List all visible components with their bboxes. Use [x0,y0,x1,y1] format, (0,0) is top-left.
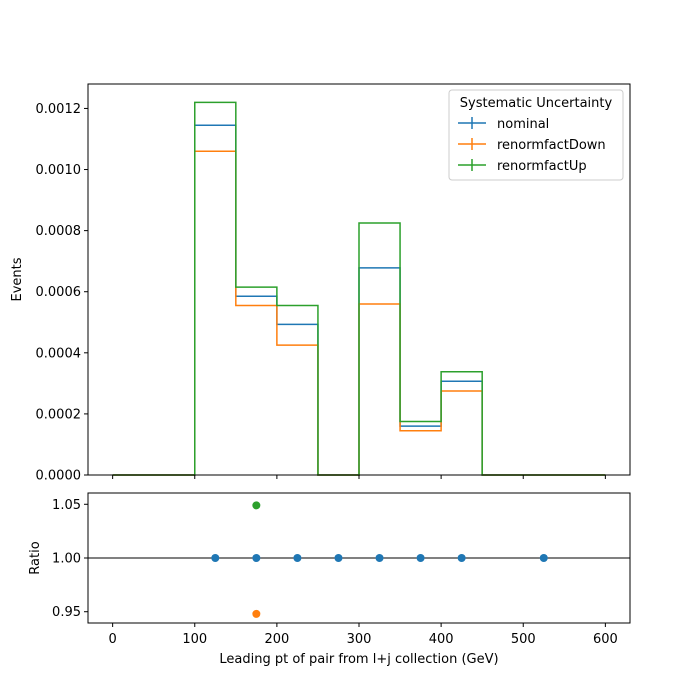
ratio-point [252,609,261,618]
legend: Systematic Uncertainty nominal renormfac… [448,89,624,181]
ratio-y-tick-label: 1.00 [52,552,81,567]
x-tick-label: 600 [593,632,618,647]
y-tick-label: 0.0000 [36,469,82,484]
legend-label-renormfactdown: renormfactDown [497,138,606,153]
ratio-y-tick-label: 0.95 [52,605,81,620]
legend-title: Systematic Uncertainty [460,96,613,111]
ratio-panel: 0.95 1.00 1.05 0 100 200 300 400 500 600 Ratio L… [28,492,631,667]
legend-entry-nominal: nominal [458,117,549,132]
x-tick-label: 300 [347,632,372,647]
ratio-x-ticks: 0 100 200 300 400 500 600 [108,623,618,647]
x-tick-label: 400 [429,632,454,647]
y-tick-label: 0.0002 [36,407,82,422]
ratio-y-axis-label: Ratio [28,541,43,574]
x-tick-label: 0 [108,632,116,647]
ratio-point [293,554,302,562]
x-axis-label: Leading pt of pair from l+j collection (… [219,652,498,667]
main-y-axis-label: Events [10,257,25,301]
ratio-point [334,554,343,562]
legend-entry-renormfactdown: renormfactDown [458,138,606,153]
x-tick-label: 500 [511,632,536,647]
ratio-point [211,554,220,562]
legend-label-renormfactup: renormfactUp [497,159,587,174]
y-tick-label: 0.0010 [36,163,82,178]
y-tick-label: 0.0012 [36,102,82,117]
y-tick-label: 0.0008 [36,224,82,239]
ratio-point [416,554,425,562]
x-tick-label: 100 [182,632,207,647]
ratio-points-group [211,501,548,618]
ratio-point [252,501,261,510]
ratio-y-ticks: 0.95 1.00 1.05 [52,498,88,620]
ratio-y-tick-label: 1.05 [52,498,81,513]
ratio-point [539,554,548,562]
ratio-point [375,554,384,562]
y-tick-label: 0.0006 [36,285,82,300]
ratio-point [252,554,261,562]
main-x-ticks [112,475,606,479]
x-tick-label: 200 [264,632,289,647]
main-y-ticks: 0.0000 0.0002 0.0004 0.0006 0.0008 0.0010 0.00… [36,102,88,484]
legend-entry-renormfactup: renormfactUp [458,159,587,174]
ratio-point [457,554,466,562]
y-tick-label: 0.0004 [36,346,82,361]
legend-label-nominal: nominal [497,117,549,132]
main-panel: 0.0000 0.0002 0.0004 0.0006 0.0008 0.0010 0.00… [10,83,631,484]
legend-frame [448,89,624,181]
